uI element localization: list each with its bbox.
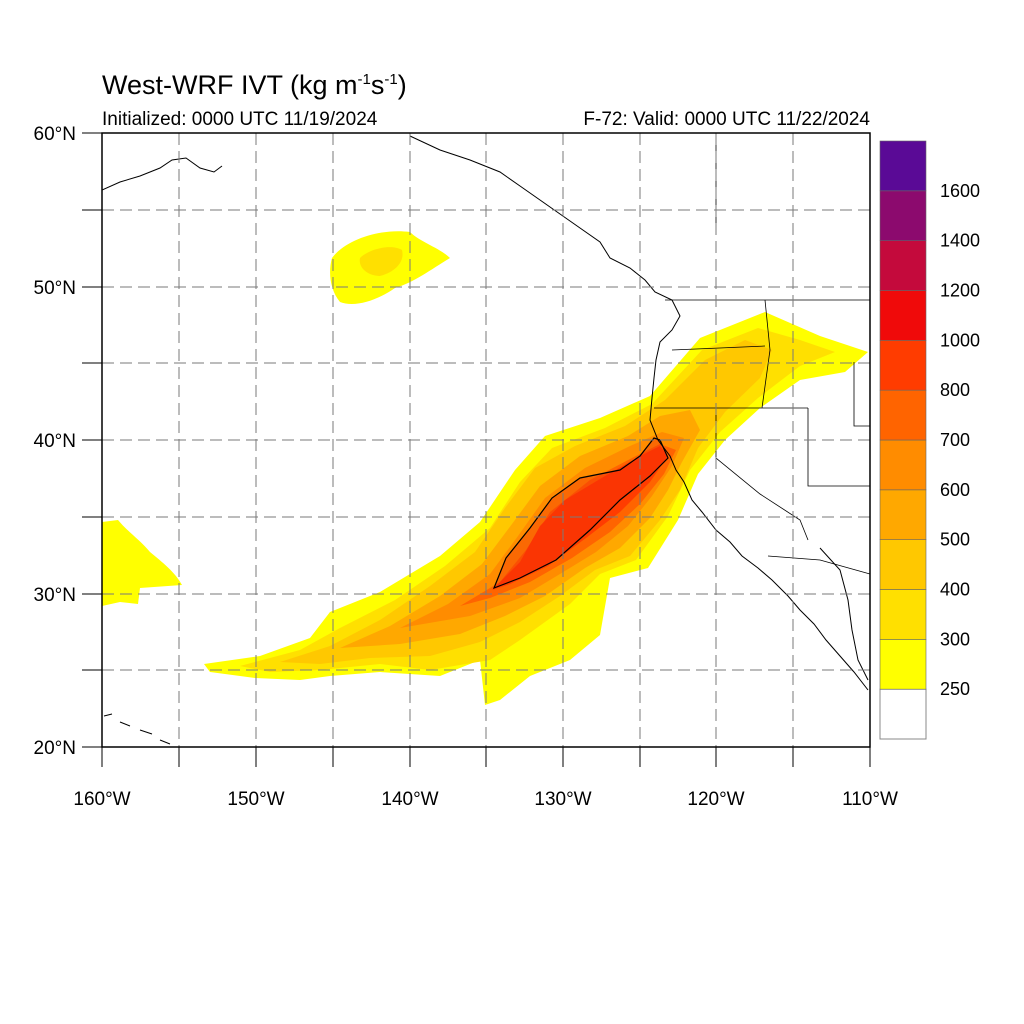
- border-washington-oregon: [671, 345, 766, 351]
- colorbar-box: [879, 489, 927, 540]
- colorbar-box: [879, 539, 927, 590]
- lon-label: 110°W: [842, 789, 898, 810]
- colorbar-label: 300: [940, 629, 970, 649]
- initialized-time: Initialized: 0000 UTC 11/19/2024: [102, 109, 378, 130]
- colorbar-box: [879, 140, 927, 192]
- lon-label: 160°W: [73, 789, 130, 810]
- lat-label: 40°N: [34, 431, 76, 452]
- border-idaho-west: [761, 299, 771, 409]
- colorbar-label: 400: [940, 580, 970, 600]
- coast-alaska: [102, 157, 223, 191]
- political-borders: [654, 133, 871, 575]
- colorbar-box: [879, 589, 927, 640]
- axis-ticks: [82, 132, 871, 767]
- coast-hawaii: [103, 713, 171, 745]
- border-montana: [853, 362, 870, 427]
- colorbar-box: [879, 340, 927, 391]
- ivt-contour-400: [280, 340, 772, 664]
- colorbar: 250 300 400 500 600 700 800 1000 1200 1400 1600: [879, 140, 980, 740]
- graticule: [102, 133, 870, 747]
- colorbar-label: 800: [940, 380, 970, 400]
- colorbar-box: [879, 290, 927, 341]
- valid-time: F-72: Valid: 0000 UTC 11/22/2024: [583, 109, 870, 130]
- colorbar-label: 600: [940, 480, 970, 500]
- colorbar-box: [879, 240, 927, 291]
- colorbar-label: 1200: [940, 281, 980, 301]
- lat-label: 50°N: [34, 278, 76, 299]
- coast-north-america: [409, 135, 869, 691]
- colorbar-label: 1400: [940, 231, 980, 251]
- lon-label: 120°W: [687, 789, 744, 810]
- lon-labels: 160°W 150°W 140°W 130°W 120°W 110°W: [73, 789, 898, 810]
- lat-labels: 20°N 30°N 40°N 50°N 60°N: [34, 124, 76, 759]
- colorbar-box: [879, 639, 927, 690]
- lon-label: 150°W: [227, 789, 284, 810]
- colorbar-label: 1000: [940, 330, 980, 350]
- colorbar-box: [879, 389, 927, 441]
- lon-label: 140°W: [381, 789, 438, 810]
- coast-gulf-california: [819, 547, 869, 681]
- ivt-contour-800: [492, 446, 668, 590]
- border-nevada-utah: [807, 408, 870, 487]
- border-us-mexico: [767, 555, 871, 575]
- lat-label: 20°N: [34, 738, 76, 759]
- ivt-contour-1000-outline: [492, 437, 669, 590]
- coastlines: [102, 135, 869, 745]
- colorbar-box: [879, 439, 927, 491]
- colorbar-label: 700: [940, 430, 970, 450]
- ivt-contour-300-north: [359, 247, 403, 276]
- colorbar-box: [879, 190, 927, 241]
- lat-label: 30°N: [34, 585, 76, 606]
- lat-label: 60°N: [34, 124, 76, 145]
- map-title: West-WRF IVT (kg m-1s-1): [102, 70, 407, 100]
- colorbar-label: 500: [940, 530, 970, 550]
- colorbar-label: 250: [940, 679, 970, 699]
- lon-label: 130°W: [534, 789, 591, 810]
- ivt-field: [102, 231, 868, 705]
- ivt-contour-250-west: [102, 520, 182, 606]
- colorbar-box-below-threshold: [879, 688, 927, 740]
- colorbar-label: 1600: [940, 181, 980, 201]
